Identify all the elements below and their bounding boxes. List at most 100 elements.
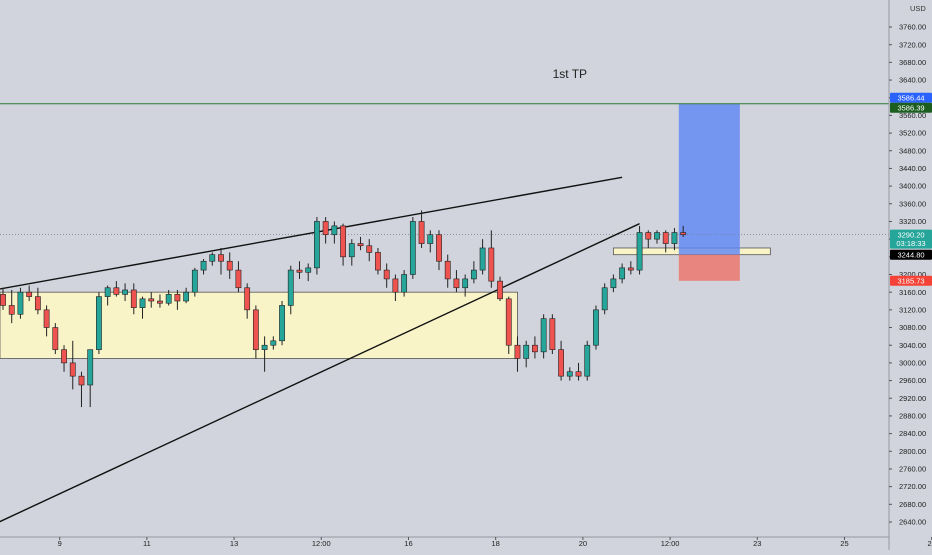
price-tick-label: 2920.00 xyxy=(899,394,926,403)
price-tick-label: 2640.00 xyxy=(899,518,926,527)
price-tick-label: 2960.00 xyxy=(899,376,926,385)
candle-body xyxy=(375,252,381,271)
candle-body xyxy=(427,234,434,244)
price-tick-label: 2800.00 xyxy=(899,447,926,456)
countdown-label: 03:18:33 xyxy=(896,239,925,248)
candle-body xyxy=(314,221,320,269)
price-tick-label: 3120.00 xyxy=(899,305,926,314)
price-tick-label: 3360.00 xyxy=(899,199,926,208)
candle-body xyxy=(331,225,338,236)
candle-body xyxy=(662,232,669,244)
candle-body xyxy=(78,375,85,386)
candle-body xyxy=(366,245,373,253)
position-layer[interactable] xyxy=(678,103,740,281)
time-tick-label: 11 xyxy=(143,539,151,548)
price-badge[interactable] xyxy=(890,102,932,113)
candle-body xyxy=(34,296,41,311)
candle-body xyxy=(305,267,312,273)
candle-body xyxy=(157,300,163,304)
candle-body xyxy=(619,267,626,280)
price-tick-label: 3640.00 xyxy=(899,76,926,85)
candle-body xyxy=(52,327,59,350)
candle-body xyxy=(505,298,512,346)
price-badge[interactable] xyxy=(890,92,932,103)
time-tick-label: 18 xyxy=(492,539,500,548)
trendline-1[interactable] xyxy=(0,176,623,290)
price-badge-label: 3586.44 xyxy=(897,94,924,103)
candle-body xyxy=(566,371,573,377)
candle-body xyxy=(436,234,442,262)
candle-body xyxy=(409,221,416,275)
annotation-label: 1st TP xyxy=(553,67,587,81)
take-profit-area[interactable] xyxy=(678,103,740,255)
candle-body xyxy=(148,298,155,302)
time-tick-label: 9 xyxy=(58,539,62,548)
candle-body xyxy=(470,269,477,280)
candle-body xyxy=(549,318,556,350)
candle-body xyxy=(444,260,451,280)
candle-body xyxy=(322,221,329,236)
candle-body xyxy=(418,221,425,244)
trendlines-layer[interactable] xyxy=(0,103,889,525)
candle-body xyxy=(69,362,76,377)
candle-body xyxy=(671,232,678,244)
candle-body xyxy=(575,371,582,377)
candle-body xyxy=(191,269,198,293)
price-tick-label: 3200.00 xyxy=(899,270,926,279)
candle-body xyxy=(584,344,591,377)
candle-body xyxy=(645,232,652,240)
stop-loss-area[interactable] xyxy=(678,254,740,281)
price-badge-label: 3244.80 xyxy=(897,251,924,260)
candle-body xyxy=(287,269,294,306)
price-tick-label: 3440.00 xyxy=(899,164,926,173)
price-tick-label: 2720.00 xyxy=(899,482,926,491)
candle-body xyxy=(17,291,24,315)
candle-body xyxy=(340,225,346,258)
trendline-2[interactable] xyxy=(0,223,640,525)
price-tick-label: 3000.00 xyxy=(899,358,926,367)
candle-body xyxy=(401,274,408,293)
candle-body xyxy=(540,318,547,353)
candle-body xyxy=(61,349,67,364)
time-tick-label: 13 xyxy=(230,539,238,548)
candle-body xyxy=(462,278,469,289)
price-tick-label: 3320.00 xyxy=(899,217,926,226)
candle-body xyxy=(218,254,224,262)
price-axis[interactable]: USD3760.003720.003680.003640.003600.0035… xyxy=(888,0,932,550)
price-tick-label: 2840.00 xyxy=(899,429,926,438)
time-tick-label: 20 xyxy=(579,539,587,548)
price-tick-label: 3680.00 xyxy=(899,58,926,67)
candle-body xyxy=(488,247,495,282)
price-tick-label: 3080.00 xyxy=(899,323,926,332)
time-tick-label: 16 xyxy=(404,539,412,548)
price-tick-label: 3560.00 xyxy=(899,111,926,120)
candle-body xyxy=(200,260,207,271)
candle-body xyxy=(453,278,460,289)
candle-body xyxy=(348,243,355,258)
price-badge[interactable] xyxy=(890,275,932,286)
price-badge[interactable] xyxy=(890,249,932,260)
candle-body xyxy=(593,309,599,346)
candle-body xyxy=(252,309,259,350)
candle-body xyxy=(96,296,102,350)
price-tick-label: 3720.00 xyxy=(899,40,926,49)
candle-body xyxy=(261,344,268,350)
price-tick-label: 2880.00 xyxy=(899,412,926,421)
price-badge[interactable] xyxy=(890,229,932,249)
candle-body xyxy=(174,294,181,302)
price-tick-label: 2680.00 xyxy=(899,500,926,509)
candle-body xyxy=(636,232,643,271)
price-tick-label: 3760.00 xyxy=(899,23,926,32)
candle-body xyxy=(122,289,128,295)
candle-body xyxy=(497,280,503,300)
candle-body xyxy=(279,305,285,342)
candle-body xyxy=(209,254,216,262)
candle-body xyxy=(235,269,242,289)
price-badge-label: 3290.20 xyxy=(897,230,924,239)
candle-body xyxy=(226,260,233,271)
time-axis[interactable]: 9 11 13 12:00 16 18 20 12:00 23 25 27 xyxy=(0,536,932,548)
price-tick-label: 3400.00 xyxy=(899,182,926,191)
